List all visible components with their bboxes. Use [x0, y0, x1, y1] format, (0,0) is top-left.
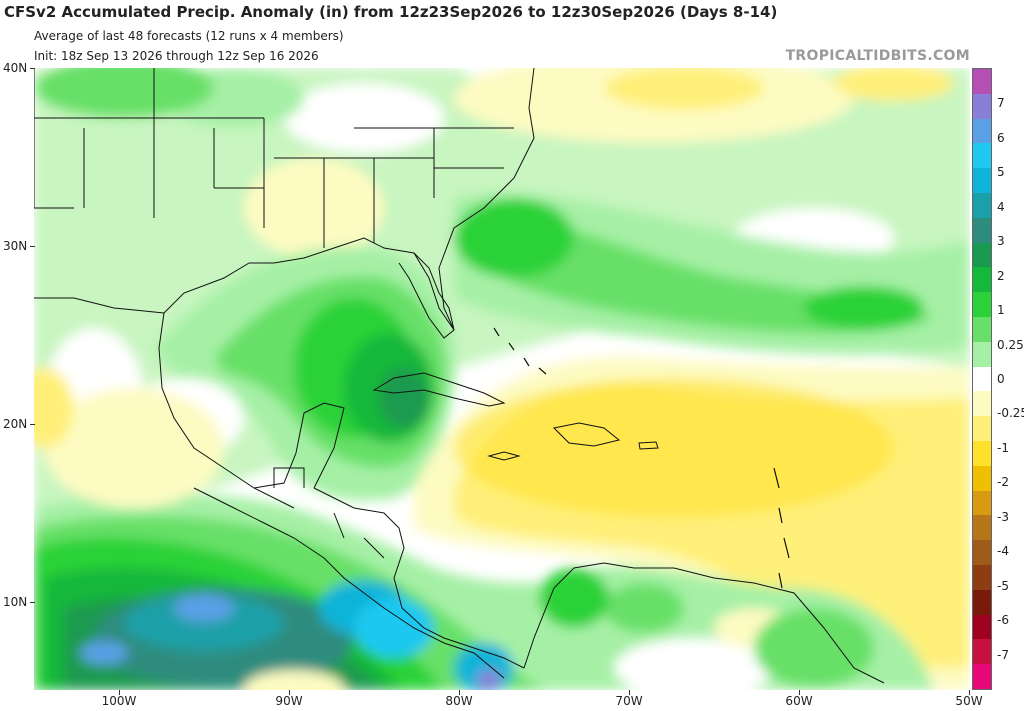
lon-label-60w: 60W	[785, 694, 813, 708]
lon-tick	[289, 690, 290, 695]
lat-tick	[30, 424, 35, 425]
colorbar-segment	[973, 540, 991, 566]
lat-label-20n: 20N	[3, 417, 28, 431]
colorbar-label: 0.25	[997, 337, 1024, 352]
colorbar-label: -4	[997, 544, 1009, 559]
lon-label-100w: 100W	[101, 694, 137, 708]
colorbar-segment	[973, 465, 991, 492]
lon-tick	[119, 690, 120, 695]
colorbar-segment	[973, 416, 991, 442]
colorbar-segment	[973, 589, 991, 616]
colorbar-label: -6	[997, 613, 1009, 628]
colorbar-label: -3	[997, 509, 1009, 524]
lon-label-70w: 70W	[615, 694, 643, 708]
lon-label-50w: 50W	[955, 694, 983, 708]
colorbar	[972, 68, 992, 690]
colorbar-segment	[973, 391, 991, 417]
lat-label-40n: 40N	[3, 61, 28, 75]
chart-subtitle-ensemble: Average of last 48 forecasts (12 runs x …	[34, 29, 344, 43]
colorbar-label: 3	[997, 234, 1005, 249]
colorbar-segment	[973, 168, 991, 194]
colorbar-segment	[973, 118, 991, 144]
colorbar-segment	[973, 242, 991, 268]
colorbar-segment	[973, 69, 991, 95]
colorbar-segment	[973, 565, 991, 591]
colorbar-label: 7	[997, 96, 1005, 111]
colorbar-label: -1	[997, 440, 1009, 455]
lat-label-30n: 30N	[3, 239, 28, 253]
lon-label-80w: 80W	[445, 694, 473, 708]
lat-tick	[30, 246, 35, 247]
colorbar-label: 0	[997, 372, 1005, 386]
lon-tick	[459, 690, 460, 695]
colorbar-label: 1	[997, 303, 1005, 318]
colorbar-segment	[973, 217, 991, 244]
colorbar-segment	[973, 614, 991, 640]
lat-tick	[30, 68, 35, 69]
colorbar-label: -5	[997, 578, 1009, 593]
colorbar-label: 2	[997, 268, 1005, 283]
colorbar-segment	[973, 639, 991, 665]
colorbar-segment	[973, 515, 991, 541]
colorbar-segment	[973, 143, 991, 169]
colorbar-segment	[973, 193, 991, 219]
colorbar-segment	[973, 341, 991, 368]
colorbar-label: 5	[997, 165, 1005, 180]
colorbar-label: 4	[997, 199, 1005, 214]
lon-label-90w: 90W	[275, 694, 303, 708]
lat-label-10n: 10N	[3, 595, 28, 609]
colorbar-segment	[973, 366, 991, 392]
colorbar-label: -7	[997, 647, 1009, 662]
chart-subtitle-init: Init: 18z Sep 13 2026 through 12z Sep 16…	[34, 49, 319, 63]
colorbar-segment	[973, 267, 991, 293]
lat-tick	[30, 602, 35, 603]
colorbar-segment	[973, 490, 991, 516]
lon-tick	[799, 690, 800, 695]
colorbar-label: 6	[997, 130, 1005, 145]
colorbar-label: -0.25	[997, 406, 1024, 421]
colorbar-segment	[973, 292, 991, 318]
colorbar-label: -2	[997, 475, 1009, 490]
lon-tick	[629, 690, 630, 695]
chart-title: CFSv2 Accumulated Precip. Anomaly (in) f…	[4, 3, 778, 21]
lon-tick	[969, 690, 970, 695]
colorbar-segment	[973, 93, 991, 120]
colorbar-segment	[973, 317, 991, 343]
colorbar-segment	[973, 664, 991, 690]
colorbar-segment	[973, 441, 991, 467]
brand-watermark: TROPICALTIDBITS.COM	[785, 48, 970, 64]
precip-anomaly-map	[34, 68, 970, 690]
